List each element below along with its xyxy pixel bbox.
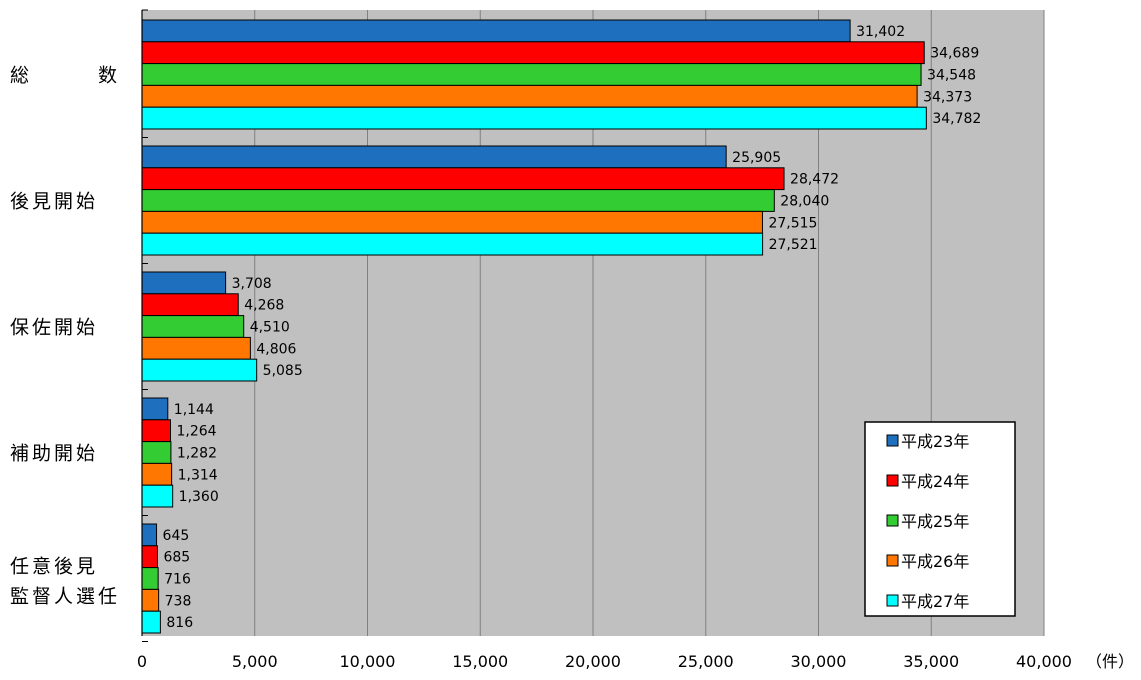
legend-label: 平成27年 [901, 592, 969, 611]
x-tick-label: 30,000 [791, 652, 847, 671]
data-label: 4,806 [256, 341, 296, 357]
bar [141, 293, 239, 317]
bar [141, 484, 174, 508]
bar [141, 189, 775, 212]
bar [141, 588, 160, 612]
legend [864, 421, 1016, 617]
bar [141, 610, 161, 634]
bar [141, 106, 927, 130]
category-label: 数 [98, 65, 120, 87]
data-label: 1,144 [174, 402, 214, 418]
data-label: 716 [164, 572, 191, 588]
x-tick-label: 20,000 [565, 652, 621, 671]
bar [141, 84, 918, 108]
bar [141, 315, 245, 338]
x-tick-label: 10,000 [340, 652, 396, 671]
x-axis-unit-label: （件） [1086, 652, 1134, 671]
legend-swatch [886, 514, 899, 527]
bar [141, 63, 922, 86]
data-label: 685 [163, 550, 190, 566]
bar [141, 145, 727, 169]
data-label: 28,472 [790, 172, 839, 188]
legend-label: 平成25年 [901, 512, 969, 531]
data-label: 25,905 [732, 150, 781, 166]
legend-swatch [886, 474, 899, 487]
bar [141, 462, 173, 486]
bar [141, 567, 159, 590]
data-label: 34,782 [932, 111, 981, 127]
bar [141, 210, 763, 234]
bar [141, 441, 172, 464]
x-tick-label: 15,000 [452, 652, 508, 671]
data-label: 3,708 [232, 276, 272, 292]
data-label: 34,689 [930, 46, 979, 62]
bar [141, 19, 851, 43]
category-label: 任意後見 [10, 556, 98, 578]
bar [141, 167, 785, 191]
bar [141, 336, 251, 360]
bar [141, 271, 227, 295]
bar [141, 545, 158, 569]
category-label: 保佐開始 [10, 317, 98, 339]
x-tick-label: 5,000 [232, 652, 278, 671]
category-label: 補助開始 [10, 443, 98, 465]
category-label: 総 [10, 65, 32, 87]
x-tick-label: 0 [137, 652, 147, 671]
data-label: 738 [165, 593, 192, 609]
data-label: 34,373 [923, 89, 972, 105]
data-label: 645 [163, 528, 190, 544]
legend-swatch [886, 594, 899, 607]
data-label: 5,085 [263, 363, 303, 379]
bar [141, 523, 158, 547]
bar [141, 419, 172, 443]
bar [141, 358, 258, 382]
data-label: 31,402 [856, 24, 905, 40]
bar [141, 397, 169, 421]
data-label: 816 [166, 615, 193, 631]
data-label: 1,360 [179, 489, 219, 505]
data-label: 1,264 [177, 424, 217, 440]
category-label: 監督人選任 [10, 586, 120, 608]
bar [141, 232, 764, 256]
data-label: 27,521 [769, 237, 818, 253]
data-label: 1,314 [178, 467, 218, 483]
data-label: 4,510 [250, 320, 290, 336]
data-label: 34,548 [927, 68, 976, 84]
x-tick-label: 25,000 [678, 652, 734, 671]
legend-label: 平成23年 [901, 432, 969, 451]
data-label: 4,268 [244, 298, 284, 314]
data-label: 28,040 [780, 194, 829, 210]
data-label: 1,282 [177, 446, 217, 462]
x-tick-label: 35,000 [903, 652, 959, 671]
legend-swatch [886, 434, 899, 447]
data-label: 27,515 [768, 215, 817, 231]
legend-label: 平成24年 [901, 472, 969, 491]
category-label: 後見開始 [10, 191, 98, 213]
bar [141, 41, 925, 65]
legend-label: 平成26年 [901, 552, 969, 571]
x-tick-label: 40,000 [1016, 652, 1072, 671]
legend-swatch [886, 554, 899, 567]
